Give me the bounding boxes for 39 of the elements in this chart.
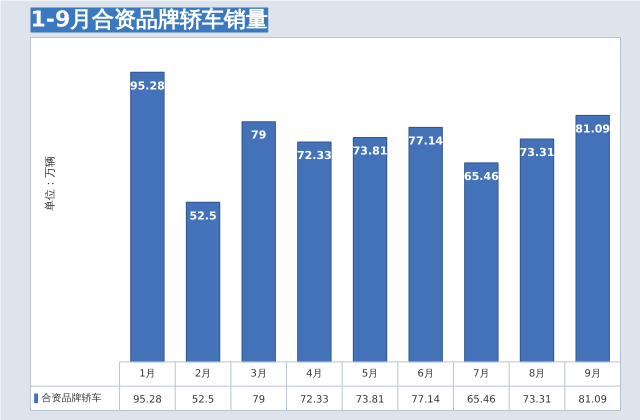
x-tick-label: 2月 — [194, 368, 212, 380]
text: 72.33 — [300, 394, 329, 406]
bar — [575, 114, 610, 362]
bar — [520, 138, 554, 362]
data-label: 77.14 — [408, 134, 444, 148]
x-tick-label: 1月 — [139, 368, 156, 380]
x-tick-label: 5月 — [362, 368, 378, 380]
x-tick-label: 6月 — [418, 368, 434, 380]
data-label: 81.09 — [575, 122, 610, 136]
data-label: 95.28 — [130, 79, 165, 92]
data-label: 79 — [251, 128, 266, 142]
x-tick-label: 3月 — [250, 368, 267, 380]
text: 95.28 — [133, 394, 162, 406]
text: 73.31 — [522, 394, 552, 406]
text: 73.81 — [356, 394, 384, 406]
x-tick-label: 8月 — [528, 368, 546, 380]
chart-title: 1-9月合资品牌轿车销量 — [30, 6, 268, 32]
x-tick-label: 4月 — [306, 368, 323, 380]
bar — [186, 202, 220, 362]
bar — [352, 137, 388, 362]
text: 单位：万辆 — [43, 156, 56, 211]
bar — [297, 142, 332, 362]
x-tick-label: 7月 — [473, 368, 490, 380]
data-label: 73.31 — [520, 146, 554, 160]
text: 81.09 — [578, 394, 607, 406]
text: 52.5 — [192, 394, 214, 406]
data-label: 73.81 — [352, 144, 388, 158]
data-label: 65.46 — [464, 170, 500, 183]
bar — [242, 121, 276, 362]
text: 65.46 — [467, 394, 496, 406]
x-tick-label: 9月 — [584, 368, 601, 380]
data-label: 52.5 — [189, 209, 217, 222]
bar — [130, 72, 165, 362]
bar — [408, 126, 443, 362]
text: 79 — [252, 394, 266, 406]
legend-label: 合资品牌轿车 — [42, 392, 102, 404]
text: 77.14 — [411, 394, 440, 406]
data-label: 72.33 — [296, 149, 332, 162]
bar — [464, 162, 499, 362]
